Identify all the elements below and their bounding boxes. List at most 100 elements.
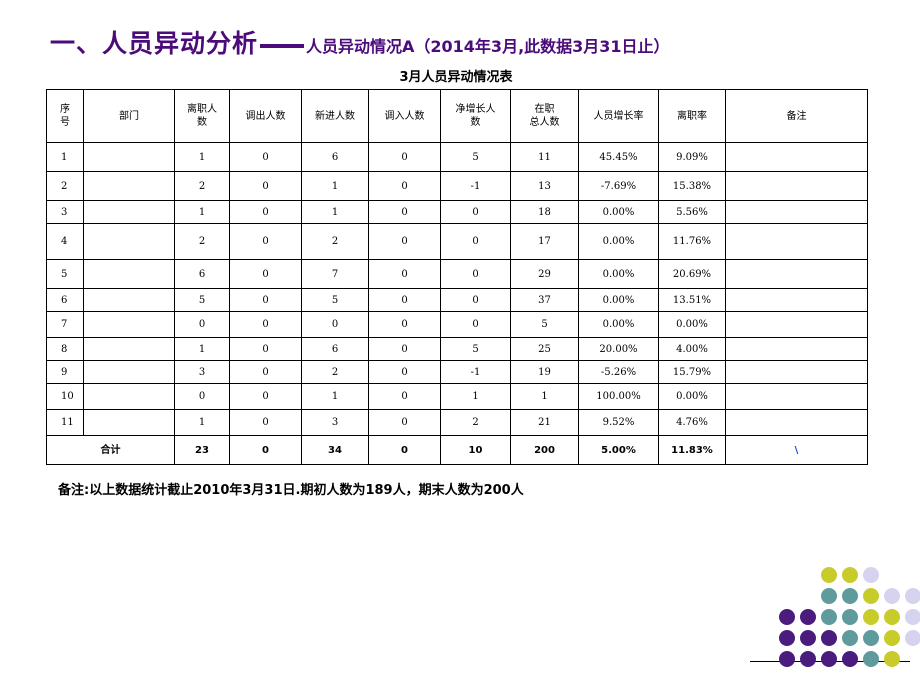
cell-resigned: 2 <box>174 223 230 260</box>
cell-dept <box>83 311 175 338</box>
header-new-hires: 新进人数 <box>301 89 369 143</box>
cell-turnover-rate: 11.76% <box>658 223 726 260</box>
decorative-dot <box>905 630 920 646</box>
cell-new-hires: 3 <box>301 409 369 436</box>
cell-resigned: 0 <box>174 383 230 410</box>
cell-growth-rate: 100.00% <box>578 383 659 410</box>
decorative-dot <box>905 609 920 625</box>
cell-transfer-in: 0 <box>368 171 441 201</box>
cell-transfer-out: 0 <box>229 171 302 201</box>
title-subtitle: 人员异动情况A（2014年3月,此数据3月31日止） <box>306 37 670 56</box>
total-net-growth: 10 <box>440 435 511 465</box>
cell-active-total: 1 <box>510 383 579 410</box>
table-row: 10 0 0 1 0 1 1 100.00% 0.00% <box>46 383 868 410</box>
header-growth-rate: 人员增长率 <box>578 89 659 143</box>
table-row: 1 1 0 6 0 5 11 45.45% 9.09% <box>46 142 868 172</box>
total-turnover-rate: 11.83% <box>658 435 726 465</box>
corner-rule <box>750 661 910 662</box>
cell-net-growth: 0 <box>440 200 511 224</box>
cell-dept <box>83 383 175 410</box>
cell-dept <box>83 142 175 172</box>
cell-active-total: 29 <box>510 259 579 289</box>
cell-active-total: 25 <box>510 337 579 361</box>
cell-active-total: 13 <box>510 171 579 201</box>
cell-active-total: 11 <box>510 142 579 172</box>
decorative-dot <box>779 609 795 625</box>
cell-resigned: 3 <box>174 360 230 384</box>
decorative-dot <box>821 630 837 646</box>
cell-active-total: 18 <box>510 200 579 224</box>
cell-transfer-in: 0 <box>368 200 441 224</box>
cell-growth-rate: 0.00% <box>578 200 659 224</box>
table-row: 5 6 0 7 0 0 29 0.00% 20.69% <box>46 259 868 289</box>
cell-notes <box>725 200 868 224</box>
cell-growth-rate: 0.00% <box>578 288 659 312</box>
cell-notes <box>725 223 868 260</box>
cell-seq: 10 <box>46 383 84 410</box>
cell-active-total: 5 <box>510 311 579 338</box>
cell-turnover-rate: 9.09% <box>658 142 726 172</box>
cell-seq: 11 <box>46 409 84 436</box>
cell-notes <box>725 337 868 361</box>
decorative-dot <box>779 651 795 667</box>
total-row: 合计 23 0 34 0 10 200 5.00% 11.83% \ <box>46 435 868 465</box>
cell-notes <box>725 142 868 172</box>
table-row: 2 2 0 1 0 -1 13 -7.69% 15.38% <box>46 171 868 201</box>
decorative-dot <box>842 630 858 646</box>
cell-dept <box>83 360 175 384</box>
cell-new-hires: 2 <box>301 360 369 384</box>
decorative-dot <box>821 609 837 625</box>
table-row: 9 3 0 2 0 -1 19 -5.26% 15.79% <box>46 360 868 384</box>
decorative-dot <box>863 588 879 604</box>
cell-turnover-rate: 15.79% <box>658 360 726 384</box>
cell-net-growth: -1 <box>440 360 511 384</box>
cell-transfer-in: 0 <box>368 259 441 289</box>
decorative-dot <box>800 630 816 646</box>
cell-growth-rate: 45.45% <box>578 142 659 172</box>
cell-dept <box>83 337 175 361</box>
cell-new-hires: 0 <box>301 311 369 338</box>
cell-transfer-out: 0 <box>229 360 302 384</box>
cell-active-total: 19 <box>510 360 579 384</box>
cell-resigned: 0 <box>174 311 230 338</box>
slide-title: 一、人员异动分析 人员异动情况A（2014年3月,此数据3月31日止） <box>50 26 900 60</box>
decorative-dot <box>779 630 795 646</box>
total-label: 合计 <box>46 435 175 465</box>
decorative-dot <box>884 651 900 667</box>
table-row: 8 1 0 6 0 5 25 20.00% 4.00% <box>46 337 868 361</box>
decorative-dot <box>821 588 837 604</box>
decorative-dot <box>884 609 900 625</box>
cell-turnover-rate: 4.00% <box>658 337 726 361</box>
header-row: 序 号 部门 离职人 数 调出人数 新进人数 调入人数 净增长人 数 在职 总人… <box>46 89 868 143</box>
cell-transfer-in: 0 <box>368 223 441 260</box>
cell-notes <box>725 383 868 410</box>
decorative-dot <box>821 651 837 667</box>
title-main: 一、人员异动分析 <box>50 29 259 58</box>
cell-seq: 6 <box>46 288 84 312</box>
decorative-dot <box>884 588 900 604</box>
cell-net-growth: 0 <box>440 223 511 260</box>
cell-transfer-out: 0 <box>229 383 302 410</box>
cell-active-total: 17 <box>510 223 579 260</box>
header-resigned: 离职人 数 <box>174 89 230 143</box>
personnel-change-table: 序 号 部门 离职人 数 调出人数 新进人数 调入人数 净增长人 数 在职 总人… <box>46 89 868 465</box>
cell-seq: 3 <box>46 200 84 224</box>
cell-turnover-rate: 0.00% <box>658 383 726 410</box>
cell-turnover-rate: 15.38% <box>658 171 726 201</box>
decorative-dot <box>842 588 858 604</box>
cell-transfer-in: 0 <box>368 409 441 436</box>
title-dash <box>260 44 305 48</box>
cell-growth-rate: 0.00% <box>578 311 659 338</box>
cell-net-growth: 5 <box>440 337 511 361</box>
header-transfer-in: 调入人数 <box>368 89 441 143</box>
cell-new-hires: 5 <box>301 288 369 312</box>
cell-dept <box>83 288 175 312</box>
cell-new-hires: 2 <box>301 223 369 260</box>
header-net-growth: 净增长人 数 <box>440 89 511 143</box>
cell-transfer-out: 0 <box>229 409 302 436</box>
cell-seq: 2 <box>46 171 84 201</box>
cell-resigned: 1 <box>174 337 230 361</box>
total-growth-rate: 5.00% <box>578 435 659 465</box>
cell-transfer-in: 0 <box>368 288 441 312</box>
header-notes: 备注 <box>725 89 868 143</box>
